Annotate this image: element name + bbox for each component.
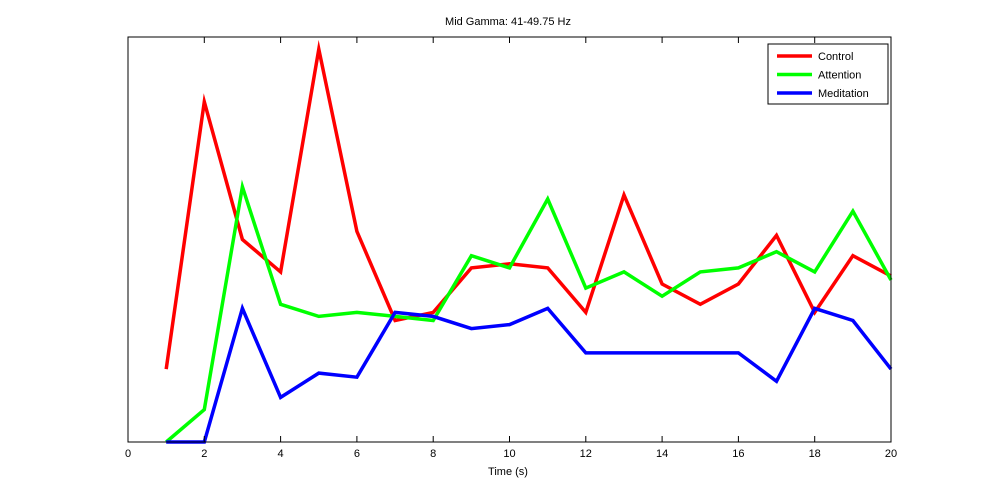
chart-title: Mid Gamma: 41-49.75 Hz — [445, 16, 571, 28]
legend-label-control: Control — [818, 51, 853, 63]
axes: 0 2 4 6 8 10 12 14 16 18 20 — [125, 36, 897, 460]
x-tick-label: 10 — [503, 448, 515, 460]
x-axis-label: Time (s) — [488, 466, 528, 478]
x-tick-label: 16 — [732, 448, 744, 460]
series-group — [164, 39, 893, 444]
series-line-control — [164, 39, 892, 370]
x-tick-label: 2 — [201, 448, 207, 460]
x-tick-label: 14 — [656, 448, 668, 460]
legend-label-attention: Attention — [818, 70, 861, 82]
x-tick-label: 0 — [125, 448, 131, 460]
series-line-attention — [165, 179, 893, 444]
x-tick-label: 4 — [278, 448, 284, 460]
series-line-meditation — [166, 303, 893, 444]
legend: Control Attention Meditation — [767, 43, 889, 105]
x-tick-label: 12 — [580, 448, 592, 460]
x-tick-label: 20 — [885, 448, 897, 460]
plot-area — [128, 37, 891, 442]
x-tick-label: 6 — [354, 448, 360, 460]
x-tick-label: 18 — [809, 448, 821, 460]
plot-background — [128, 37, 891, 442]
x-tick-label: 8 — [430, 448, 436, 460]
legend-label-meditation: Meditation — [818, 88, 869, 100]
